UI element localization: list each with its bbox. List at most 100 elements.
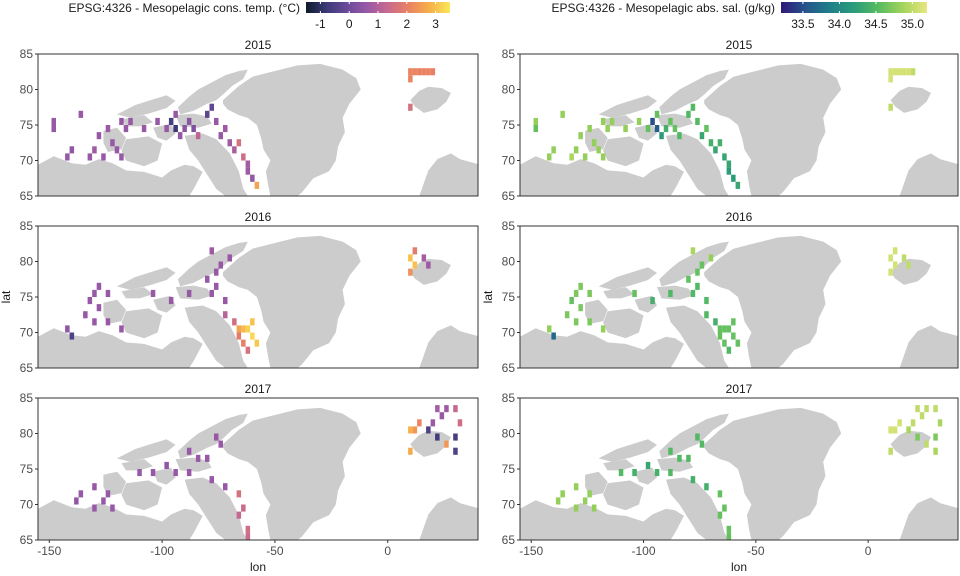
data-cell (937, 419, 943, 427)
y-tick-label: 65 (20, 533, 34, 547)
data-cell (699, 132, 705, 140)
x-axis-label: lon (731, 560, 747, 574)
data-cell (101, 153, 106, 161)
data-cell (654, 125, 660, 133)
land-polygon (103, 299, 126, 324)
data-cell (214, 433, 219, 441)
data-cell (408, 426, 413, 434)
data-cell (245, 532, 251, 540)
colorbar-tick-label: 34.5 (864, 17, 888, 31)
data-cell (888, 447, 893, 455)
data-cell (708, 254, 714, 262)
data-cell (254, 181, 260, 189)
land-polygon (177, 241, 248, 287)
data-cell (547, 325, 552, 333)
data-cell (573, 504, 579, 512)
data-cell (695, 282, 700, 290)
facet-panel-2015: 2015 65 70 75 80 85 (20, 38, 479, 203)
data-cell (421, 254, 427, 262)
data-cell (587, 125, 592, 133)
data-cells (547, 247, 911, 354)
land-polygon (659, 241, 729, 287)
y-tick-label: 70 (502, 326, 516, 340)
facet-panel-2016: 2016 65 70 75 80 85 (502, 210, 959, 375)
data-cell (141, 125, 147, 133)
land-polygon (153, 123, 176, 141)
colorbar-tick-label: 33.5 (791, 17, 815, 31)
data-cell (713, 318, 718, 326)
data-cell (435, 405, 440, 413)
data-cell (245, 325, 251, 333)
land-polygon (223, 407, 361, 540)
data-cell (105, 318, 111, 326)
data-cell (92, 504, 97, 512)
data-cell (892, 261, 898, 269)
land-polygon (704, 407, 842, 540)
colorbar-tick-label: 35.0 (901, 17, 925, 31)
land-polygon (666, 133, 729, 196)
data-cell (105, 490, 111, 498)
data-cell (453, 447, 458, 455)
data-cell (933, 447, 938, 455)
data-cell (250, 174, 255, 182)
data-cell (726, 346, 732, 354)
data-cell (119, 153, 124, 161)
land-polygon (177, 413, 248, 459)
data-cell (573, 483, 579, 491)
data-cell (569, 297, 574, 305)
data-cell (227, 139, 232, 147)
data-cell (150, 289, 156, 297)
y-axis-label: lat (481, 290, 495, 303)
data-cell (699, 440, 705, 448)
data-cell (726, 525, 732, 533)
data-cell (426, 261, 431, 269)
data-cell (587, 289, 592, 297)
data-cell (250, 318, 255, 326)
y-tick-label: 80 (502, 83, 516, 97)
data-cell (412, 426, 418, 434)
land-polygon (520, 328, 684, 368)
land-polygon (175, 113, 212, 128)
data-cell (573, 318, 579, 326)
land-polygon (657, 285, 693, 300)
data-cell (591, 504, 597, 512)
data-cell (254, 339, 260, 347)
data-cell (722, 325, 727, 333)
y-tick-label: 75 (20, 290, 34, 304)
land-polygon (603, 480, 644, 511)
data-cell (408, 447, 413, 455)
facet-panel-2017: 2017 65 70 75 80 85 -150 -100 -50 0 (20, 382, 479, 558)
x-tick-label: -100 (632, 544, 656, 558)
land-polygon (634, 467, 657, 485)
y-tick-label: 70 (502, 154, 516, 168)
data-cell (250, 332, 255, 340)
data-cell (173, 125, 178, 133)
data-cell (650, 117, 655, 125)
data-cell (173, 110, 178, 118)
land-polygon (704, 63, 842, 196)
data-cell (654, 110, 660, 118)
land-polygon (899, 325, 958, 368)
facet-title: 2016 (726, 210, 753, 224)
data-cell (659, 132, 664, 140)
y-tick-label: 80 (502, 255, 516, 269)
data-cell (910, 419, 916, 427)
data-cell (663, 125, 669, 133)
temperature-legend: EPSG:4326 - Mesopelagic cons. temp. (°C)… (68, 1, 450, 31)
y-tick-label: 80 (20, 83, 34, 97)
land-polygon (419, 325, 478, 368)
data-cell (236, 139, 242, 147)
data-cell (722, 339, 727, 347)
land-polygon (121, 136, 163, 167)
data-cell (731, 318, 736, 326)
data-cell (888, 75, 893, 83)
x-tick-label: -50 (266, 544, 284, 558)
data-cell (690, 476, 696, 484)
data-cell (906, 261, 911, 269)
data-cell (218, 261, 223, 269)
land-polygon (184, 477, 248, 540)
data-cell (533, 117, 538, 125)
land-polygon (121, 287, 154, 299)
data-cell (214, 117, 219, 125)
data-cell (717, 490, 723, 498)
